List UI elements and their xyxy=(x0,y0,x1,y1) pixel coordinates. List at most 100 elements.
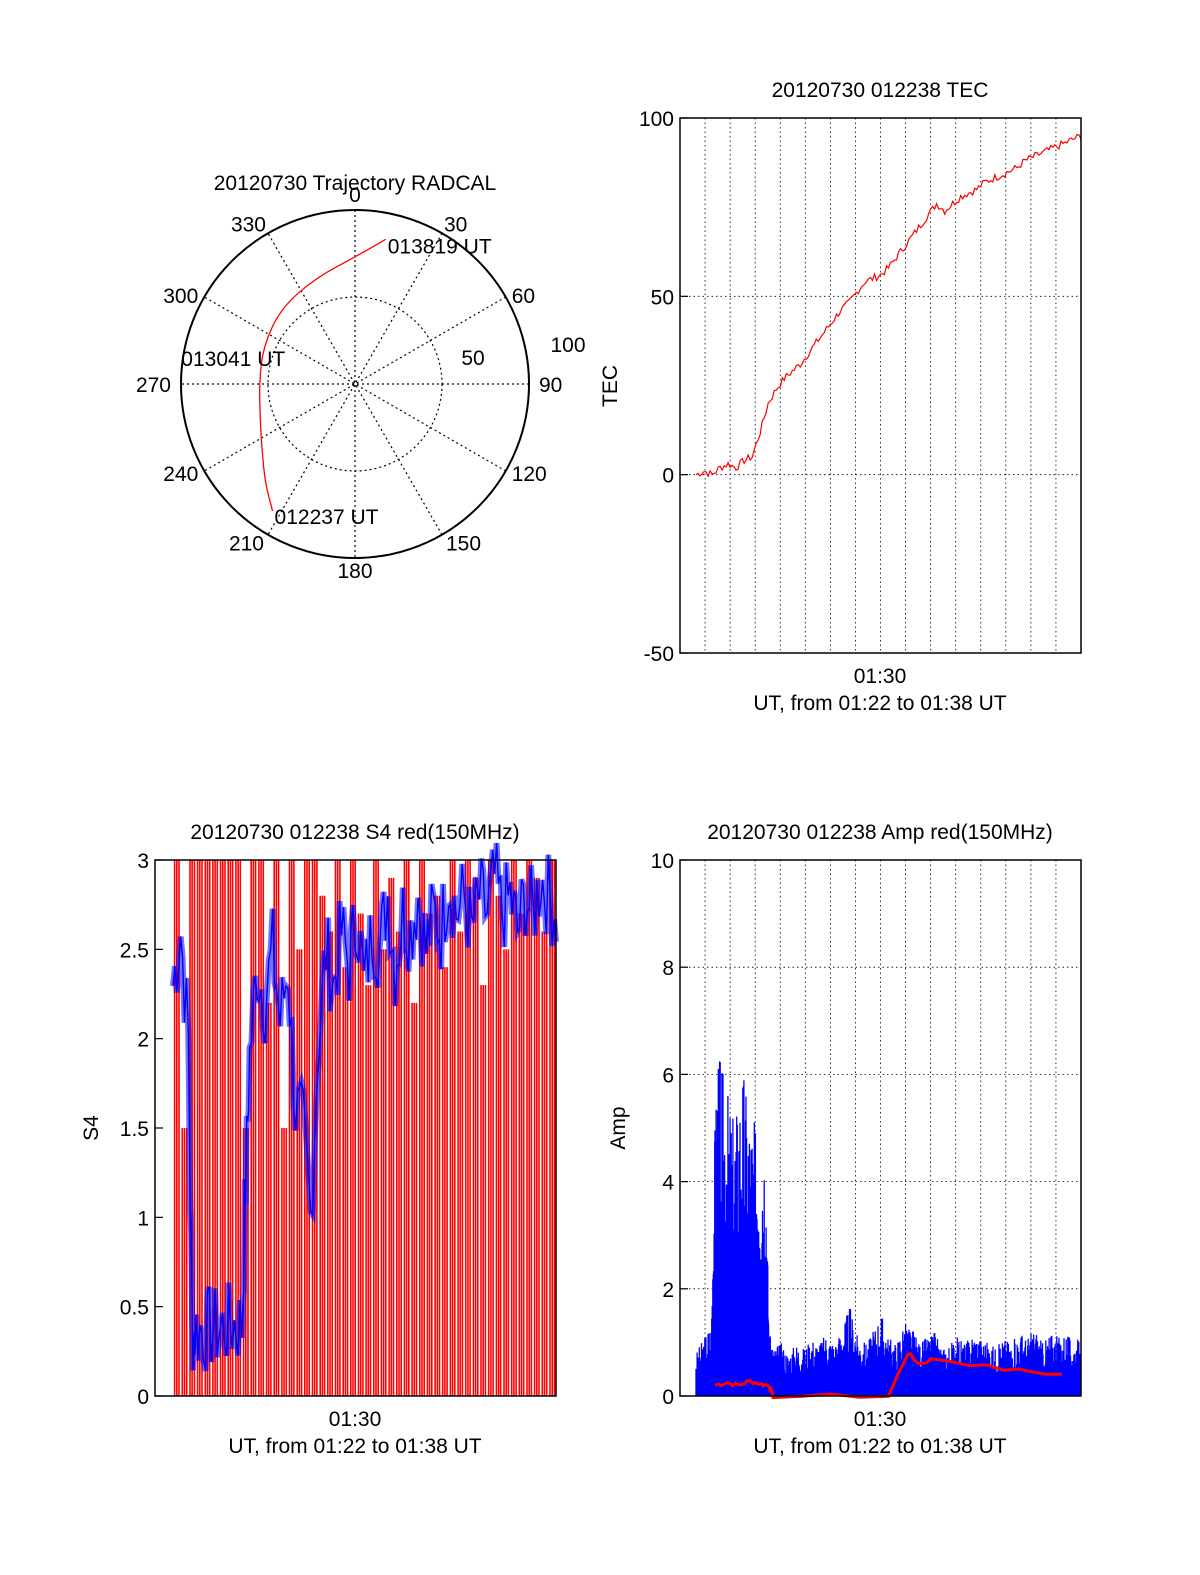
amp-series xyxy=(695,1061,1082,1400)
s4-red-bar xyxy=(482,985,484,1396)
s4-red-bar xyxy=(224,860,226,1396)
y-tick-label: 0.5 xyxy=(120,1297,149,1320)
s4-red-bar xyxy=(354,860,356,1396)
tec-plot-frame xyxy=(679,117,1082,654)
s4-red-bar xyxy=(457,931,459,1396)
s4-red-bar xyxy=(553,860,556,1396)
s4-red-bar xyxy=(362,913,364,1396)
s4-red-bar xyxy=(323,895,326,1396)
s4-red-bar xyxy=(270,1002,272,1396)
trajectory-chart: 20120730 Trajectory RADCAL 0 30 60 90 120 150… xyxy=(136,172,586,583)
s4-red-bar xyxy=(235,860,237,1396)
s4-red-bar xyxy=(413,1002,416,1396)
y-tick-label: 0 xyxy=(662,1386,674,1409)
polar-spoke xyxy=(267,233,443,535)
s4-red-bar xyxy=(319,895,321,1396)
amp-x-axis-label: UT, from 01:22 to 01:38 UT xyxy=(753,1435,1006,1458)
trajectory-annotation: 013041 UT xyxy=(181,348,285,371)
polar-azimuth-labels: 0 30 60 90 120 150 180 210 240 270 300 330 xyxy=(136,184,562,583)
s4-red-bar xyxy=(518,913,521,1396)
s4-red-bar xyxy=(193,860,196,1396)
s4-red-bar xyxy=(327,931,329,1396)
s4-red-bar xyxy=(405,860,408,1396)
s4-red-bar xyxy=(231,860,234,1396)
amp-y-tick-labels: 0 2 4 6 8 10 xyxy=(651,850,688,1409)
s4-red-bar xyxy=(390,877,393,1396)
s4-red-bar xyxy=(464,860,467,1396)
polar-azimuth-label: 180 xyxy=(337,560,372,583)
s4-red-bar xyxy=(392,877,395,1396)
y-tick-label: 2.5 xyxy=(120,939,149,962)
s4-red-bar xyxy=(530,860,533,1396)
s4-red-bar xyxy=(461,931,464,1396)
y-tick-label: 2 xyxy=(662,1279,674,1302)
s4-red-bar xyxy=(388,877,390,1396)
s4-red-bar xyxy=(181,1128,184,1396)
s4-red-bar xyxy=(288,860,291,1396)
s4-red-bar xyxy=(431,913,433,1396)
tec-y-axis-label: TEC xyxy=(599,365,622,407)
y-tick-label: 3 xyxy=(137,850,149,873)
y-tick-label: 6 xyxy=(662,1064,674,1087)
s4-red-bar xyxy=(507,949,510,1396)
s4-red-bar xyxy=(252,860,255,1396)
trajectory-annotation: 013819 UT xyxy=(388,235,492,258)
s4-red-bar xyxy=(423,860,425,1396)
amp-x-tick-label: 01:30 xyxy=(854,1408,907,1431)
s4-red-bar xyxy=(526,860,528,1396)
tec-series xyxy=(695,133,1082,478)
s4-red-bar xyxy=(474,877,477,1396)
s4-red-bar xyxy=(308,860,310,1396)
s4-red-bar xyxy=(436,895,439,1396)
polar-azimuth-label: 270 xyxy=(136,374,171,397)
s4-red-bar xyxy=(549,860,551,1396)
s4-red-bar xyxy=(183,1128,186,1396)
s4-x-axis-label: UT, from 01:22 to 01:38 UT xyxy=(228,1435,481,1458)
s4-red-bar xyxy=(214,860,216,1396)
tec-grid xyxy=(680,118,1081,653)
y-tick-label: 0 xyxy=(662,465,674,488)
s4-red-bar xyxy=(419,860,421,1396)
y-tick-label: 4 xyxy=(662,1172,674,1195)
tec-chart: 20120730 012238 TEC -50 0 50 100 01:30 UT, … xyxy=(599,79,1082,715)
s4-series xyxy=(170,842,559,1396)
s4-red-bar xyxy=(497,895,500,1396)
s4-red-bar xyxy=(515,860,517,1396)
amp-y-axis-label: Amp xyxy=(607,1106,630,1149)
s4-red-bar xyxy=(472,877,475,1396)
y-tick-label: -50 xyxy=(644,643,674,666)
s4-red-bar xyxy=(551,860,553,1396)
tec-line xyxy=(695,133,1082,478)
trajectory-annotation: 012237 UT xyxy=(275,506,379,529)
y-tick-label: 100 xyxy=(639,108,674,131)
s4-red-bar xyxy=(237,860,239,1396)
s4-red-bar xyxy=(262,860,265,1396)
amp-plot-frame xyxy=(679,859,1082,1397)
s4-y-tick-labels: 0 0.5 1 1.5 2 2.5 3 xyxy=(120,850,163,1409)
polar-azimuth-label: 210 xyxy=(229,533,264,556)
polar-azimuth-label: 60 xyxy=(512,285,535,308)
s4-red-bar xyxy=(212,860,214,1396)
s4-red-bar xyxy=(375,860,377,1396)
s4-red-bar xyxy=(510,860,513,1396)
s4-red-bar xyxy=(380,949,383,1396)
s4-red-bar xyxy=(411,1002,413,1396)
s4-red-bar xyxy=(296,949,298,1396)
s4-red-bar xyxy=(408,860,410,1396)
polar-radius-labels: 50 100 xyxy=(461,334,585,370)
s4-red-bar xyxy=(400,931,402,1396)
s4-red-bar xyxy=(300,949,303,1396)
s4-red-bar xyxy=(281,1128,283,1396)
s4-red-bar xyxy=(487,860,490,1396)
s4-red-bar xyxy=(267,1002,270,1396)
y-tick-label: 1 xyxy=(137,1207,149,1230)
s4-red-bar xyxy=(377,860,379,1396)
s4-red-bar xyxy=(260,860,262,1396)
s4-red-bar xyxy=(336,860,339,1396)
s4-red-bar xyxy=(403,860,406,1396)
s4-red-bar xyxy=(469,860,471,1396)
s4-chart: 20120730 012238 S4 red(150MHz) 0 0.5 1 1.5 2… xyxy=(80,821,559,1458)
s4-red-bar xyxy=(219,860,222,1396)
s4-red-bar xyxy=(538,877,540,1396)
